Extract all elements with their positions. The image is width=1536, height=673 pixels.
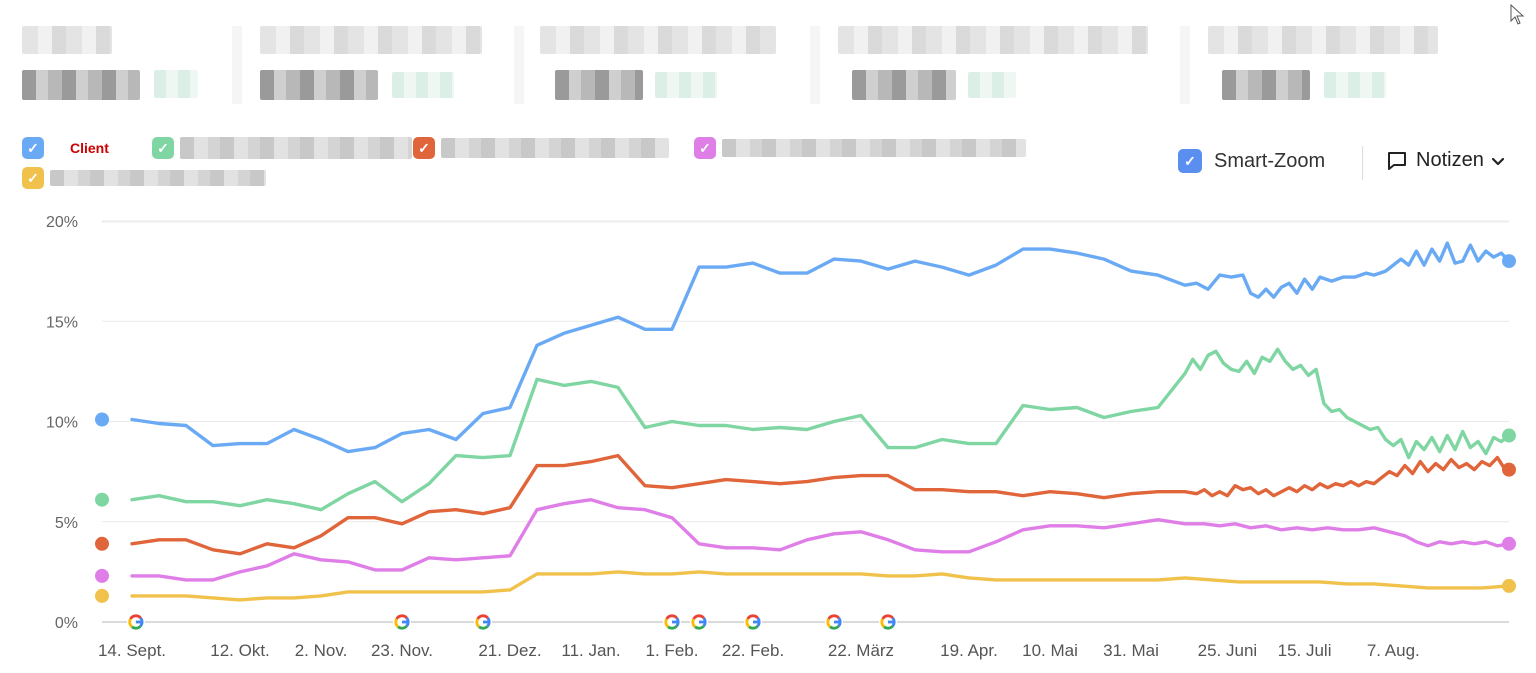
y-tick-label: 5% [55, 515, 78, 532]
series-end-dot [1502, 428, 1516, 443]
series-start-dot [95, 412, 109, 427]
series-start-dot [95, 568, 109, 583]
series-end-dot [1502, 462, 1516, 477]
google-update-icon[interactable] [744, 613, 762, 631]
mouse-cursor-icon [1510, 4, 1525, 25]
redacted-delta [154, 70, 198, 98]
y-tick-label: 15% [46, 314, 78, 331]
legend-label-client: Client [70, 140, 109, 156]
redacted-label [180, 137, 412, 159]
checkmark-icon[interactable]: ✓ [1178, 149, 1202, 173]
redacted-text [1208, 26, 1438, 54]
series-end-dot [1502, 536, 1516, 551]
toolbar-divider [1362, 146, 1363, 180]
x-tick-label: 12. Okt. [210, 641, 270, 660]
series-line [130, 241, 1511, 454]
google-update-icon[interactable] [393, 613, 411, 631]
speech-bubble-icon [1388, 151, 1406, 170]
divider [810, 26, 820, 104]
redacted-text [260, 26, 482, 54]
legend-item-client[interactable]: ✓ Client [22, 136, 109, 160]
redacted-label [50, 170, 266, 186]
divider [232, 26, 242, 104]
series-line [130, 498, 1511, 582]
legend-item-competitor-2[interactable]: ✓ [413, 136, 669, 160]
x-tick-label: 7. Aug. [1367, 641, 1420, 660]
legend-item-competitor-4[interactable]: ✓ [22, 166, 266, 190]
checkbox-icon[interactable]: ✓ [152, 137, 174, 159]
redacted-delta [968, 72, 1016, 98]
redacted-label [441, 138, 669, 158]
series-line [130, 570, 1511, 602]
checkbox-icon[interactable]: ✓ [22, 137, 44, 159]
redacted-value [22, 70, 140, 100]
series-end-dot [1502, 578, 1516, 593]
divider [1180, 26, 1190, 104]
y-tick-label: 20% [46, 214, 78, 231]
redacted-text [22, 26, 112, 54]
google-update-icon[interactable] [474, 613, 492, 631]
x-tick-label: 10. Mai [1022, 641, 1078, 660]
google-update-icon[interactable] [879, 613, 897, 631]
x-tick-label: 22. Feb. [722, 641, 784, 660]
x-tick-label: 14. Sept. [98, 641, 166, 660]
redacted-value [852, 70, 956, 100]
redacted-value [1222, 70, 1310, 100]
redacted-delta [1324, 72, 1386, 98]
x-tick-label: 1. Feb. [646, 641, 699, 660]
series-line [130, 347, 1511, 512]
redacted-text [540, 26, 776, 54]
notes-label: Notizen [1416, 149, 1484, 171]
x-tick-label: 25. Juni [1198, 641, 1258, 660]
series-start-dot [95, 536, 109, 551]
series-line [130, 453, 1511, 556]
google-update-icon[interactable] [126, 613, 145, 631]
chevron-down-icon [1491, 157, 1504, 165]
x-tick-label: 19. Apr. [940, 641, 998, 660]
x-tick-label: 15. Juli [1278, 641, 1332, 660]
notes-dropdown[interactable]: Notizen [1386, 149, 1506, 172]
google-update-icon[interactable] [825, 613, 843, 631]
line-chart: 0% 5% 10% 15% 20% 14. Sept. 12. Okt. 2. Nov. 23… [46, 214, 1516, 660]
y-tick-label: 0% [55, 615, 78, 632]
legend-item-competitor-3[interactable]: ✓ [694, 136, 1026, 160]
redacted-delta [655, 72, 717, 98]
smart-zoom-toggle[interactable]: ✓ Smart-Zoom [1178, 149, 1325, 173]
series-start-dot [95, 588, 109, 603]
x-tick-label: 31. Mai [1103, 641, 1159, 660]
divider [514, 26, 524, 104]
checkbox-icon[interactable]: ✓ [413, 137, 435, 159]
x-tick-label: 21. Dez. [478, 641, 541, 660]
series-start-dot [95, 492, 109, 507]
redacted-text [838, 26, 1148, 54]
smart-zoom-label: Smart-Zoom [1214, 149, 1326, 172]
series-end-dot [1502, 254, 1516, 269]
x-tick-label: 2. Nov. [295, 641, 348, 660]
checkbox-icon[interactable]: ✓ [22, 167, 44, 189]
google-update-icon[interactable] [690, 613, 708, 631]
x-tick-label: 11. Jan. [561, 641, 620, 660]
redacted-value [260, 70, 378, 100]
checkbox-icon[interactable]: ✓ [694, 137, 716, 159]
redacted-value [555, 70, 643, 100]
y-tick-label: 10% [46, 415, 78, 432]
legend-item-competitor-1[interactable]: ✓ [152, 136, 412, 160]
redacted-label [722, 139, 1026, 157]
google-update-icon[interactable] [663, 613, 681, 631]
redacted-delta [392, 72, 454, 98]
x-tick-label: 23. Nov. [371, 641, 433, 660]
x-tick-label: 22. März [828, 641, 894, 660]
